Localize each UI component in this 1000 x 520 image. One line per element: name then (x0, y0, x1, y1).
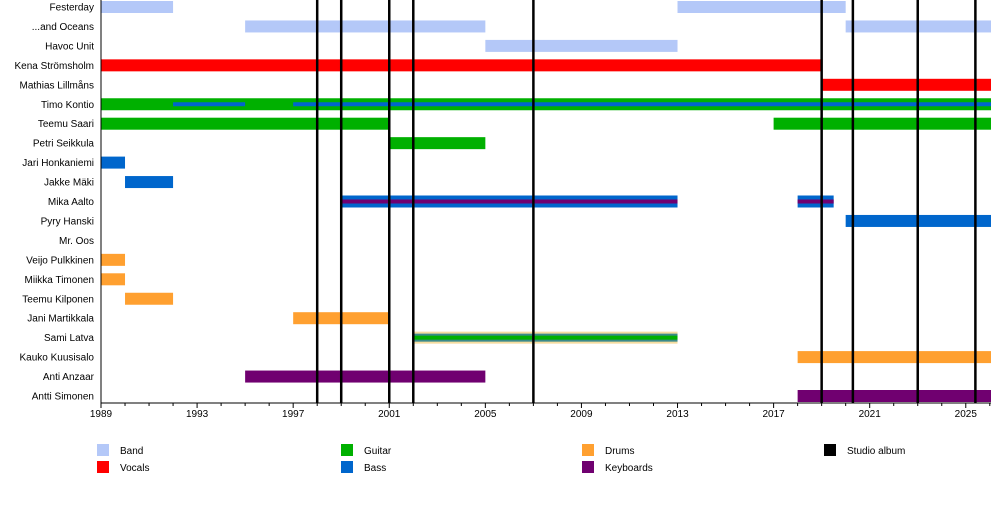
bar-bass (101, 156, 126, 169)
row-label: Mathias Lillmåns (20, 79, 94, 91)
bar-bass (125, 176, 174, 189)
tick-label: 2001 (378, 409, 401, 420)
row-label: Veijo Pulkkinen (26, 255, 94, 266)
row-label: Anti Anzaar (43, 372, 95, 383)
row-label: Kauko Kuusisalo (20, 353, 95, 364)
tick-label: 2009 (570, 409, 593, 420)
legend-swatch-bass (341, 461, 353, 473)
legend-label: Bass (364, 463, 386, 474)
tick-label: 2021 (859, 409, 882, 420)
row-label: Teemu Kilponen (22, 294, 94, 305)
legend-label: Guitar (364, 446, 392, 457)
tick-label: 2005 (474, 409, 497, 420)
legend-swatch-studio-album (824, 444, 836, 456)
row-label: Pyry Hanski (41, 216, 94, 227)
legend-label: Studio album (847, 446, 905, 457)
legend-label: Drums (605, 446, 634, 457)
row-label: Mika Aalto (48, 197, 95, 208)
bar-vocals (101, 59, 822, 72)
row-label: Festerday (50, 3, 94, 14)
bar-drums (125, 292, 174, 305)
bar-keyboards (797, 390, 991, 402)
bar-bass (173, 102, 246, 107)
row-label: Kena Strömsholm (15, 61, 94, 72)
legend-swatch-drums (582, 444, 594, 456)
bar-drums (797, 351, 991, 364)
legend-swatch-band (97, 444, 109, 456)
row-label: Timo Kontio (41, 100, 94, 111)
legend-label: Keyboards (605, 463, 653, 474)
bar-guitar (389, 137, 486, 150)
row-label: Jani Martikkala (27, 314, 94, 325)
row-label: Mr. Oos (59, 236, 94, 247)
bar-band (101, 1, 174, 13)
tick-label: 2017 (762, 409, 785, 420)
bar-guitar (101, 117, 390, 130)
bar-guitar (773, 117, 991, 130)
row-label: ...and Oceans (32, 22, 94, 33)
bar-keyboards (341, 199, 678, 204)
row-label: Miikka Timonen (25, 275, 94, 286)
tick-label: 2013 (666, 409, 689, 420)
legend-label: Band (120, 446, 143, 457)
row-label: Teemu Saari (38, 119, 94, 130)
bar-drums (101, 273, 126, 286)
bar-band (485, 39, 678, 52)
row-label: Jari Honkaniemi (22, 158, 94, 169)
bar-drums (101, 253, 126, 266)
row-label: Petri Seikkula (33, 139, 95, 150)
legend-swatch-guitar (341, 444, 353, 456)
legend-label: Vocals (120, 463, 149, 474)
row-label: Antti Simonen (32, 392, 94, 403)
bar-band (677, 1, 846, 13)
tick-label: 1997 (282, 409, 305, 420)
bar-keyboards (245, 370, 486, 383)
bar-band (245, 20, 486, 33)
bar-bass (293, 102, 991, 107)
bar-keyboards (797, 199, 834, 204)
row-label: Havoc Unit (45, 41, 94, 52)
legend-swatch-vocals (97, 461, 109, 473)
row-label: Sami Latva (44, 333, 94, 344)
tick-label: 1993 (186, 409, 209, 420)
bar-vocals (821, 78, 991, 91)
tick-label: 2025 (955, 409, 978, 420)
bar-guitar (413, 335, 678, 340)
row-label: Jakke Mäki (44, 178, 94, 189)
tick-label: 1989 (90, 409, 113, 420)
legend-swatch-keyboards (582, 461, 594, 473)
